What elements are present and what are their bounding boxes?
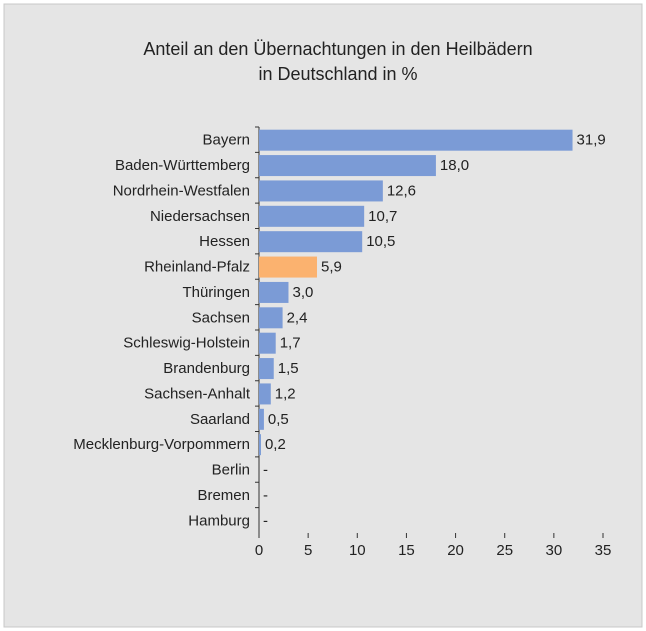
value-label: - (263, 487, 268, 504)
x-tick-label: 35 (595, 542, 612, 559)
value-label: 10,7 (368, 208, 397, 225)
value-label: 5,9 (321, 259, 342, 276)
bar (259, 231, 363, 253)
value-label: 1,5 (278, 360, 299, 377)
y-tick-label: Bremen (197, 487, 250, 504)
value-label: 1,7 (280, 335, 301, 352)
value-label: 2,4 (287, 309, 308, 326)
y-tick-label: Sachsen (192, 309, 250, 326)
bar (259, 434, 261, 456)
chart-title: in Deutschland in % (258, 64, 417, 84)
y-tick-label: Rheinland-Pfalz (144, 259, 250, 276)
value-label: 1,2 (275, 385, 296, 402)
value-label: - (263, 512, 268, 529)
bar (259, 256, 317, 278)
y-tick-label: Nordrhein-Westfalen (113, 182, 250, 199)
chart-title: Anteil an den Übernachtungen in den Heil… (143, 39, 532, 59)
x-tick-label: 30 (546, 542, 563, 559)
y-tick-label: Hessen (199, 233, 250, 250)
background (3, 3, 643, 628)
value-label: 12,6 (387, 182, 416, 199)
y-tick-label: Thüringen (182, 284, 250, 301)
value-label: 0,5 (268, 411, 289, 428)
value-label: 10,5 (366, 233, 395, 250)
x-tick-label: 15 (398, 542, 415, 559)
x-tick-label: 0 (255, 542, 263, 559)
y-tick-label: Mecklenburg-Vorpommern (73, 436, 250, 453)
y-tick-label: Brandenburg (163, 360, 250, 377)
x-tick-label: 20 (447, 542, 464, 559)
bar (259, 129, 573, 151)
y-tick-label: Berlin (212, 462, 250, 479)
bar (259, 155, 436, 177)
y-tick-label: Niedersachsen (150, 208, 250, 225)
y-tick-label: Hamburg (188, 512, 250, 529)
value-label: 18,0 (440, 157, 469, 174)
bar (259, 180, 383, 202)
bar (259, 205, 365, 227)
value-label: 3,0 (292, 284, 313, 301)
bar (259, 307, 283, 329)
bar (259, 358, 274, 380)
y-tick-label: Saarland (190, 411, 250, 428)
x-tick-label: 5 (304, 542, 312, 559)
bar (259, 383, 271, 405)
x-tick-label: 25 (496, 542, 513, 559)
bar (259, 281, 289, 303)
value-label: - (263, 462, 268, 479)
y-tick-label: Baden-Württemberg (115, 157, 250, 174)
value-label: 31,9 (577, 132, 606, 149)
bar (259, 408, 264, 430)
bar (259, 332, 276, 354)
x-tick-label: 10 (349, 542, 366, 559)
value-label: 0,2 (265, 436, 286, 453)
y-tick-label: Sachsen-Anhalt (144, 385, 251, 402)
y-tick-label: Bayern (202, 132, 250, 149)
y-tick-label: Schleswig-Holstein (123, 335, 250, 352)
